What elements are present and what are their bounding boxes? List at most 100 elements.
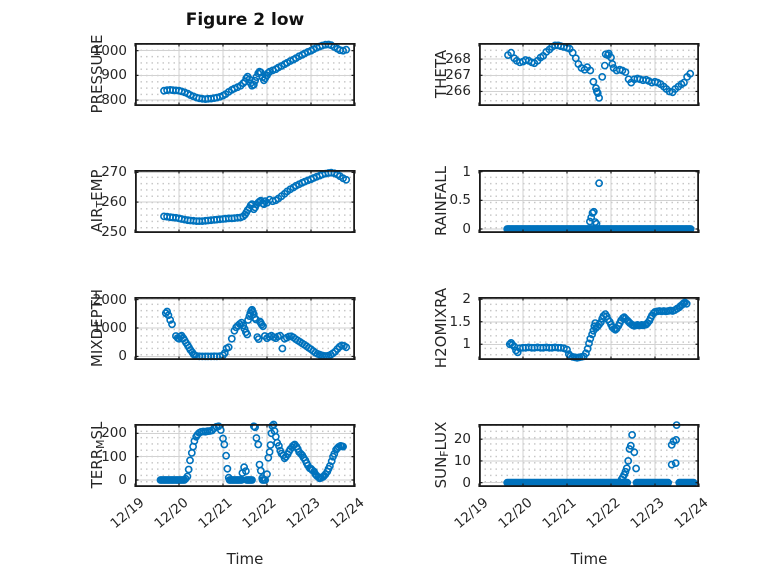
tick-marks <box>134 170 356 233</box>
y-tick-label: 266 <box>445 83 471 100</box>
data-point <box>166 316 175 324</box>
y-tick-label: 10 <box>453 452 471 469</box>
plot-canvas <box>478 169 700 234</box>
y-tick-label: 200 <box>101 425 127 442</box>
plot-canvas <box>478 421 700 488</box>
data-point <box>667 460 676 469</box>
data-point <box>672 435 680 444</box>
data-point <box>184 465 193 474</box>
minor-gridlines <box>480 425 698 486</box>
data-point <box>508 340 517 349</box>
data-point <box>342 343 351 352</box>
data-point <box>187 448 196 457</box>
x-tick-label: 12/21 <box>539 494 580 532</box>
data-point <box>595 94 603 102</box>
subplot-theta: 266 267 268 THETA <box>432 41 700 107</box>
data-point <box>585 339 593 348</box>
data-point <box>261 197 270 206</box>
x-tick-label: 12/20 <box>495 494 536 532</box>
data-point <box>168 320 176 329</box>
major-gridlines <box>479 424 699 487</box>
y-tick-label: 1 <box>462 163 471 180</box>
subplot-air-temp: 250 260 270 AIR T EMP <box>88 164 356 240</box>
y-tick-label: 2000 <box>92 291 127 308</box>
data-point <box>626 441 635 450</box>
y-tick-label: 0.5 <box>449 192 471 209</box>
x-tick-label: 12/19 <box>107 494 148 532</box>
y-tick-label: 260 <box>101 194 127 211</box>
data-point <box>589 77 598 86</box>
data-point <box>256 466 265 475</box>
subplot-h2omixra: 1 1.5 2 H2OMIXRA <box>432 288 700 368</box>
data-point <box>190 437 199 445</box>
data-point <box>608 60 617 68</box>
plot-canvas <box>134 40 356 107</box>
data-markers <box>503 421 698 487</box>
major-gridlines <box>135 170 355 233</box>
subplot-sun-flux: Time 0 10 20 SUN F LUX 12/19 12/20 12/21 12/22 12/… <box>432 421 712 568</box>
data-point <box>507 48 515 57</box>
data-markers <box>161 305 351 361</box>
data-point <box>339 442 347 451</box>
subplot-mixdepth: 0 1000 2000 MIXDEPTH <box>88 289 356 367</box>
axis-box <box>134 423 355 488</box>
y-tick-label: 20 <box>453 431 471 448</box>
data-point <box>222 451 230 460</box>
data-point <box>512 346 520 355</box>
data-point <box>342 175 351 184</box>
y-tick-label: 0 <box>118 472 127 488</box>
y-tick-label: 800 <box>101 92 127 109</box>
data-point <box>261 476 270 484</box>
major-gridlines <box>479 297 699 360</box>
y-tick-label: 0 <box>118 348 127 365</box>
x-tick-label: 12/22 <box>239 494 280 532</box>
y-tick-label: 250 <box>101 223 127 240</box>
data-point <box>588 209 597 217</box>
data-point <box>563 345 571 354</box>
data-point <box>586 334 595 343</box>
x-axis-label: Time <box>570 550 608 568</box>
data-point <box>248 476 256 484</box>
data-point <box>586 66 595 75</box>
data-point <box>255 460 264 469</box>
tick-marks <box>478 297 700 360</box>
y-tick-label: 1000 <box>92 42 127 59</box>
data-point <box>327 457 336 466</box>
y-tick-label: 1 <box>462 336 471 353</box>
x-tick-label: 12/21 <box>195 494 236 532</box>
data-point <box>600 61 609 70</box>
tick-marks <box>478 43 700 106</box>
y-tick-label: 0 <box>462 474 471 491</box>
data-point <box>586 217 594 226</box>
y-tick-label: 1000 <box>92 320 127 336</box>
data-markers <box>156 420 347 484</box>
y-tick-label: 268 <box>445 51 471 68</box>
subplot-rainfall: 0 0.5 1 RAINFALL <box>432 164 700 237</box>
subplot-pressure: 800 900 1000 PRESSURE <box>88 35 356 113</box>
data-point <box>256 68 265 77</box>
data-point <box>254 440 263 449</box>
data-point <box>220 440 229 449</box>
x-tick-label: 12/24 <box>671 494 712 532</box>
y-tick-label: 270 <box>101 164 127 181</box>
figure-title: Figure 2 low <box>185 10 305 30</box>
axis-box <box>478 296 699 361</box>
x-tick-label: 12/20 <box>151 494 192 532</box>
data-point <box>242 467 250 475</box>
x-tick-label: 12/23 <box>627 494 668 532</box>
data-point <box>682 299 691 308</box>
y-tick-label: 1.5 <box>449 313 471 330</box>
plot-canvas <box>134 296 356 361</box>
data-point <box>622 464 631 473</box>
x-tick-label: 12/23 <box>283 494 324 532</box>
data-point <box>180 476 189 484</box>
data-point <box>330 449 339 458</box>
data-markers <box>505 298 691 362</box>
x-tick-label: 12/19 <box>451 494 492 532</box>
data-point <box>589 207 598 216</box>
data-point <box>220 349 229 357</box>
data-point <box>249 80 258 89</box>
data-point <box>342 45 351 54</box>
data-point <box>252 434 261 442</box>
axis-box <box>478 42 699 107</box>
